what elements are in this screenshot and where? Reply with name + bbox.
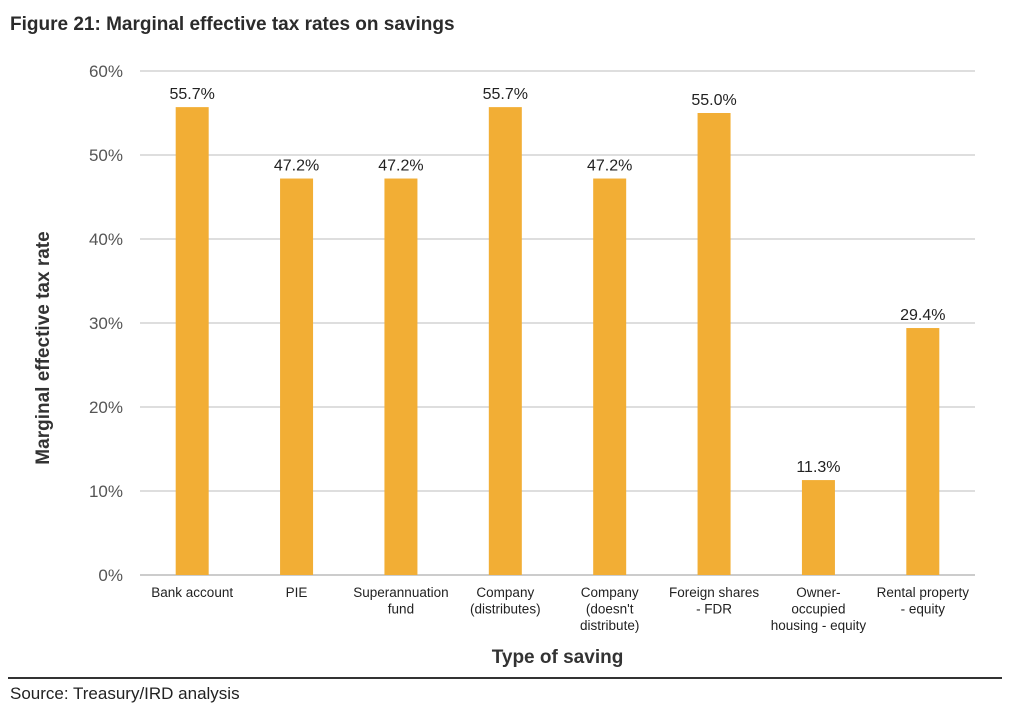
y-axis-ticks: 0% 10% 20% 30% 40% 50% 60% [89, 62, 123, 585]
y-tick-label: 0% [98, 566, 123, 585]
bar [697, 113, 731, 575]
data-label: 29.4% [900, 307, 945, 324]
source-note: Source: Treasury/IRD analysis [10, 684, 240, 703]
bar [801, 480, 835, 575]
x-tick-label: Company (doesn't distribute) [580, 585, 639, 633]
data-label: 47.2% [587, 158, 632, 175]
y-tick-label: 60% [89, 62, 123, 81]
gridlines [140, 70, 975, 576]
bars [175, 107, 940, 576]
x-tick-label: Rental property - equity [877, 585, 970, 617]
footer-rule [8, 677, 1002, 679]
data-label: 55.7% [483, 86, 528, 103]
y-tick-label: 30% [89, 314, 123, 333]
bar [384, 178, 418, 575]
bar [280, 178, 314, 575]
x-axis-title: Type of saving [492, 647, 624, 668]
x-tick-label: Owner-occupied housing - equity [771, 585, 867, 633]
data-label: 55.0% [691, 92, 736, 109]
data-label: 55.7% [170, 86, 215, 103]
x-tick-label: Company (distributes) [470, 585, 541, 617]
y-tick-label: 40% [89, 230, 123, 249]
x-axis-ticks: Bank account PIE Superannuation fund Company… [151, 585, 969, 633]
x-tick-label: PIE [286, 585, 308, 600]
bar-chart: 0%10%20%30%40%50%60% 55.7%47.2% 47.2%55.7… [33, 62, 975, 668]
y-axis-title: Marginal effective tax rate [33, 231, 54, 464]
data-label: 11.3% [796, 459, 840, 476]
x-tick-label: Superannuation fund [353, 585, 448, 617]
y-tick-label: 10% [89, 482, 123, 501]
data-labels: 55.7% 47.2% 47.2% 55.7% 47.2% 55.0% 11.3% 29.4% [170, 86, 946, 476]
bar [488, 107, 522, 576]
figure-title: Figure 21: Marginal effective tax rates … [10, 14, 455, 35]
bar [593, 178, 627, 575]
y-tick-label: 50% [89, 146, 123, 165]
data-label: 47.2% [378, 158, 423, 175]
x-tick-label: Foreign shares - FDR [669, 585, 759, 617]
x-tick-label: Bank account [151, 585, 233, 600]
bar [175, 107, 209, 576]
data-label: 47.2% [274, 158, 319, 175]
bar [906, 328, 940, 575]
y-tick-label: 20% [89, 398, 123, 417]
